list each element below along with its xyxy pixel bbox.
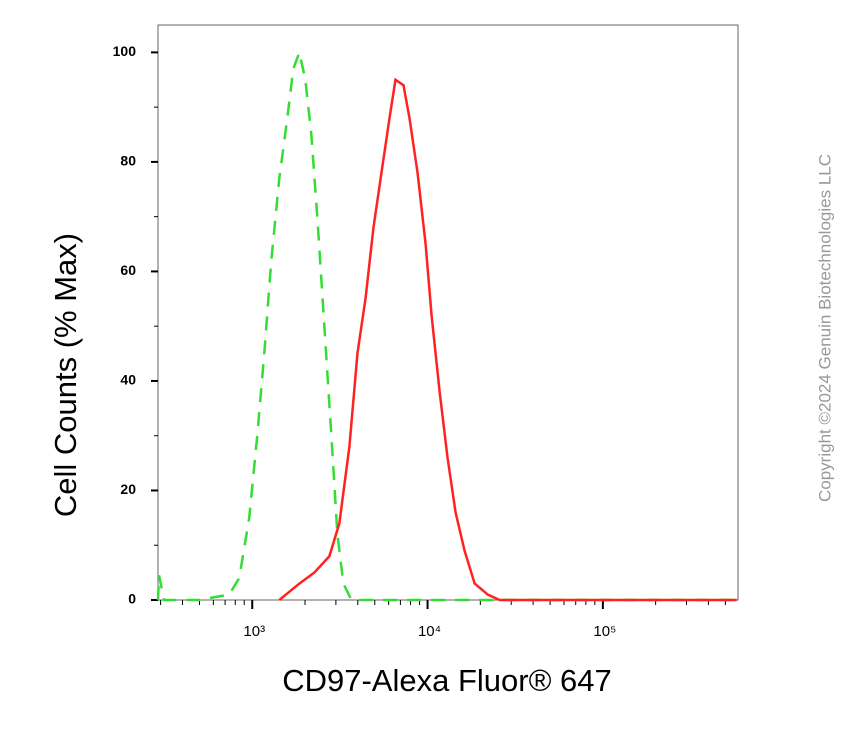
- y-tick-label: 80: [120, 153, 136, 169]
- watermark: Copyright ©2024 Genuin Biotechnologies L…: [815, 154, 834, 502]
- series-line: [156, 47, 737, 602]
- x-axis-title: CD97-Alexa Fluor® 647: [282, 663, 612, 698]
- y-axis-title: Cell Counts (% Max): [48, 233, 83, 517]
- y-tick-label: 40: [120, 372, 136, 388]
- y-tick-label: 0: [128, 591, 136, 607]
- y-tick-label: 60: [120, 262, 136, 278]
- x-tick-label: 10⁴: [418, 623, 441, 640]
- series-line: [278, 77, 737, 602]
- x-tick-label: 10⁵: [593, 623, 616, 640]
- y-tick-label: 100: [113, 43, 137, 59]
- x-tick-label: 10³: [243, 623, 265, 640]
- plot-frame: [157, 24, 739, 601]
- y-tick-label: 20: [120, 481, 136, 497]
